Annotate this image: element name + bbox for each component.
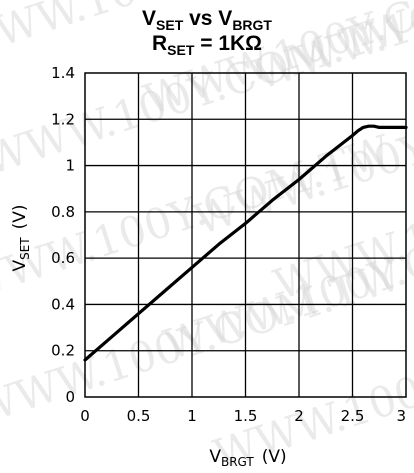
y-tick-label: 0.8: [51, 203, 75, 221]
chart-title-line1: VSET vs VBRGT: [142, 7, 272, 33]
series-line: [83, 124, 408, 362]
y-tick-label: 0: [65, 388, 75, 406]
y-tick-label: 1.4: [51, 64, 75, 82]
y-axis-label: VSET(V): [10, 204, 32, 271]
y-tick-label: 0.4: [51, 295, 75, 313]
plot-frame: [84, 72, 407, 398]
y-axis-ticks: 0 0.2 0.4 0.6 0.8 1 1.2 1.4: [51, 64, 75, 406]
x-tick-label: 1: [187, 407, 197, 425]
x-tick-label: 0.5: [127, 407, 151, 425]
x-axis-label: VBRGT (V): [209, 447, 286, 469]
y-tick-label: 1.2: [51, 110, 75, 128]
x-axis-ticks: 0 0.5 1 1.5 2 2.5 3: [80, 407, 406, 425]
chart-title-line2: RSET = 1KΩ: [152, 32, 262, 58]
x-tick-label: 1.5: [234, 407, 258, 425]
y-tick-label: 0.6: [51, 249, 75, 267]
y-tick-label: 0.2: [51, 342, 75, 360]
y-tick-label: 1: [65, 157, 75, 175]
chart-grid: [85, 73, 406, 397]
x-tick-label: 0: [80, 407, 90, 425]
x-tick-label: 2.5: [341, 407, 365, 425]
x-tick-label: 3: [396, 407, 406, 425]
x-tick-label: 2: [294, 407, 304, 425]
